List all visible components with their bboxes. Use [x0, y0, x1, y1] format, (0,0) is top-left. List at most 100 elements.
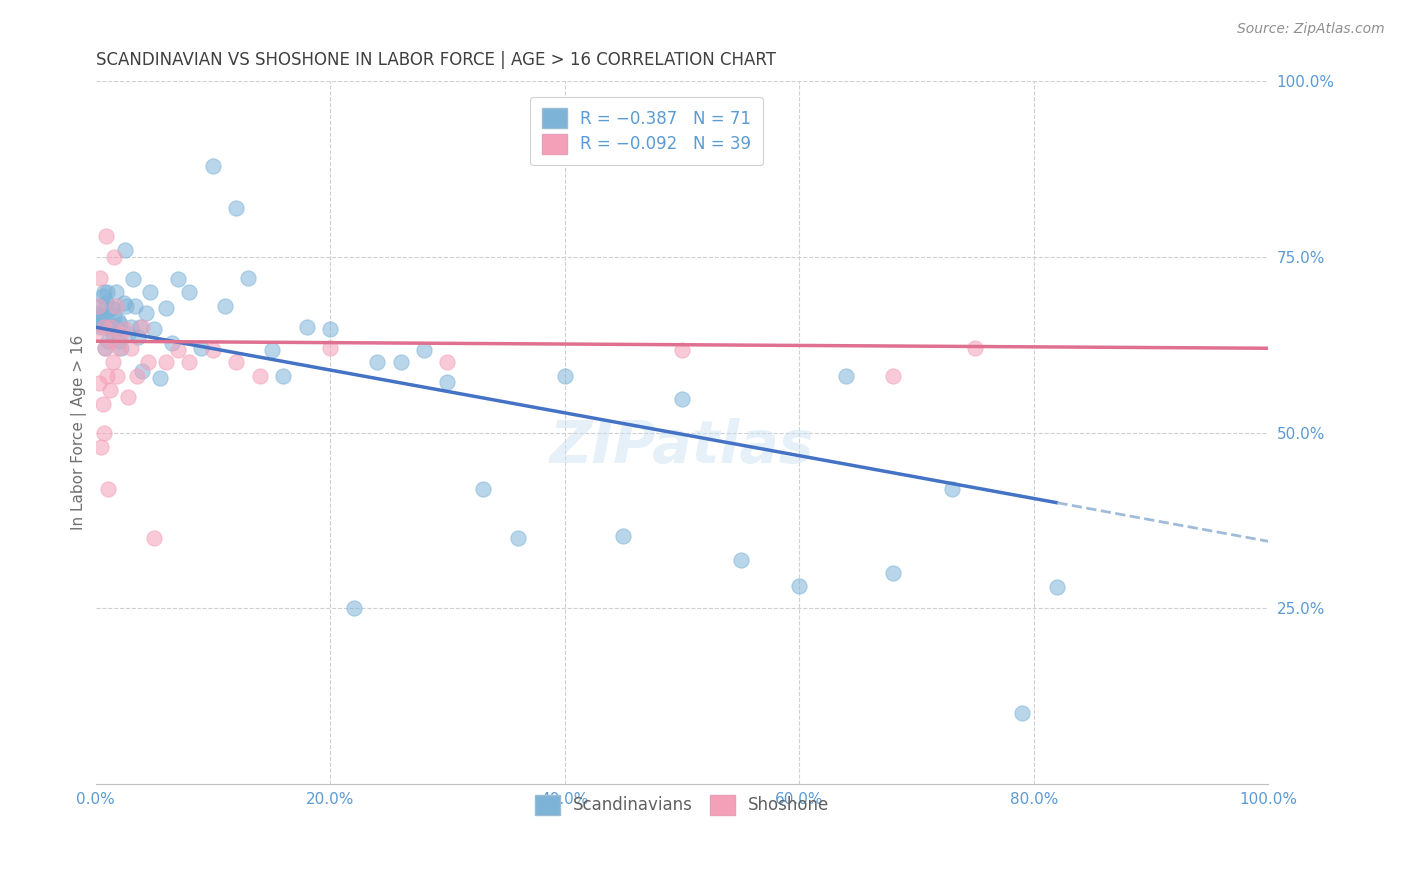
Point: [100, 320, 122, 334]
Point: [155, 301, 177, 315]
Point: [143, 531, 166, 545]
Point: [117, 327, 139, 342]
Point: [129, 320, 152, 334]
Point: [225, 201, 247, 215]
Point: [143, 321, 166, 335]
Point: [100, 301, 122, 315]
Point: [98, 384, 121, 398]
Point: [101, 334, 124, 349]
Point: [94, 341, 117, 355]
Point: [835, 369, 858, 384]
Point: [93, 320, 115, 334]
Point: [201, 159, 224, 173]
Point: [98, 320, 121, 334]
Point: [730, 553, 752, 567]
Point: [179, 355, 201, 369]
Point: [125, 369, 148, 384]
Point: [671, 392, 693, 406]
Point: [214, 299, 236, 313]
Point: [94, 341, 117, 355]
Point: [97, 482, 120, 496]
Point: [117, 391, 139, 405]
Point: [1011, 706, 1033, 721]
Point: [103, 250, 125, 264]
Point: [87, 317, 110, 331]
Point: [882, 566, 904, 580]
Point: [91, 288, 114, 302]
Point: [389, 355, 412, 369]
Point: [671, 343, 693, 357]
Point: [166, 272, 188, 286]
Point: [366, 355, 388, 369]
Point: [103, 308, 125, 322]
Point: [101, 327, 124, 342]
Point: [131, 364, 153, 378]
Y-axis label: In Labor Force | Age > 16: In Labor Force | Age > 16: [72, 334, 87, 530]
Point: [100, 320, 122, 334]
Point: [94, 295, 117, 310]
Point: [87, 299, 110, 313]
Point: [96, 313, 118, 327]
Point: [201, 343, 224, 357]
Point: [295, 320, 318, 334]
Point: [506, 531, 529, 545]
Point: [319, 321, 342, 335]
Point: [131, 320, 153, 334]
Text: ZIPatlas: ZIPatlas: [550, 418, 814, 475]
Legend: Scandinavians, Shoshone: Scandinavians, Shoshone: [524, 785, 839, 824]
Point: [90, 310, 112, 325]
Point: [190, 341, 212, 355]
Point: [271, 369, 294, 384]
Point: [108, 334, 131, 349]
Point: [1046, 580, 1069, 594]
Point: [120, 341, 142, 355]
Point: [87, 308, 110, 322]
Text: Source: ZipAtlas.com: Source: ZipAtlas.com: [1237, 22, 1385, 37]
Point: [105, 320, 128, 334]
Point: [612, 529, 634, 543]
Point: [93, 313, 115, 327]
Point: [93, 425, 115, 440]
Point: [91, 397, 114, 411]
Point: [471, 482, 494, 496]
Point: [89, 320, 111, 334]
Point: [124, 299, 146, 313]
Point: [236, 271, 259, 285]
Point: [965, 341, 987, 355]
Point: [101, 301, 124, 315]
Point: [114, 243, 136, 257]
Point: [413, 343, 436, 357]
Point: [882, 369, 904, 384]
Point: [554, 369, 576, 384]
Point: [105, 369, 128, 384]
Point: [90, 440, 112, 454]
Point: [135, 306, 157, 320]
Point: [115, 299, 138, 313]
Point: [96, 285, 118, 299]
Point: [104, 285, 127, 299]
Point: [120, 320, 142, 334]
Point: [110, 327, 132, 342]
Point: [160, 335, 183, 350]
Point: [319, 341, 342, 355]
Point: [179, 285, 201, 299]
Point: [96, 369, 118, 384]
Point: [225, 355, 247, 369]
Point: [149, 370, 172, 384]
Point: [112, 295, 135, 310]
Point: [97, 334, 120, 349]
Point: [436, 375, 458, 389]
Point: [342, 601, 364, 615]
Point: [122, 272, 145, 286]
Point: [86, 306, 108, 320]
Text: SCANDINAVIAN VS SHOSHONE IN LABOR FORCE | AGE > 16 CORRELATION CHART: SCANDINAVIAN VS SHOSHONE IN LABOR FORCE …: [96, 51, 776, 69]
Point: [110, 341, 132, 355]
Point: [114, 321, 136, 335]
Point: [87, 376, 110, 391]
Point: [138, 285, 160, 299]
Point: [941, 482, 963, 496]
Point: [108, 317, 131, 331]
Point: [90, 299, 112, 313]
Point: [249, 369, 271, 384]
Point: [787, 579, 810, 593]
